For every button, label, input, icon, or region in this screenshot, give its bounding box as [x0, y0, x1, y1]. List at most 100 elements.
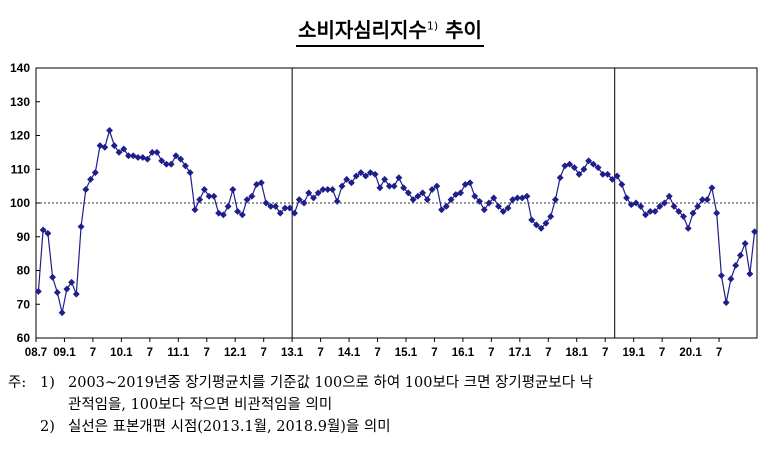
x-tick-label: 13.1: [281, 347, 304, 359]
data-point: [58, 309, 66, 317]
data-point: [248, 192, 256, 200]
notes-prefix: 주:: [8, 375, 27, 391]
x-tick-label: 7: [716, 347, 722, 359]
data-point: [466, 179, 474, 187]
y-tick-label: 110: [11, 162, 31, 176]
data-point: [547, 212, 555, 221]
data-point: [447, 196, 455, 204]
x-tick-label: 14.1: [338, 347, 361, 359]
data-point: [675, 207, 683, 215]
data-point: [689, 209, 697, 217]
data-point: [124, 152, 133, 160]
data-point: [433, 182, 441, 190]
y-tick-label: 100: [10, 196, 30, 210]
data-point: [485, 199, 493, 207]
data-point: [215, 209, 223, 217]
data-point: [456, 189, 465, 197]
y-tick-label: 60: [17, 331, 31, 345]
data-point: [290, 209, 299, 217]
data-point: [741, 239, 749, 248]
data-point: [385, 182, 393, 190]
data-point: [736, 251, 744, 259]
data-point: [134, 153, 142, 161]
data-point: [589, 160, 597, 168]
data-point: [660, 199, 669, 207]
data-point: [82, 185, 90, 194]
data-point: [177, 155, 185, 163]
title-footnote-mark: 1): [426, 19, 439, 33]
data-point: [172, 152, 180, 160]
data-point: [186, 169, 194, 177]
data-point: [542, 219, 550, 227]
data-point: [504, 204, 512, 212]
data-point: [613, 172, 621, 180]
data-point: [34, 287, 42, 295]
footnote-number: 2): [40, 419, 55, 435]
data-point: [238, 211, 246, 219]
x-tick-label: 12.1: [224, 347, 247, 359]
footnote-text: 2003~2019년중 장기평균치를 기준값 100으로 하여 100보다 크면…: [68, 375, 594, 391]
data-point: [551, 196, 559, 204]
x-tick-label: 17.1: [509, 347, 532, 359]
data-point: [381, 175, 389, 183]
data-point: [537, 224, 545, 232]
line-chart: 60 70 80 90 100 110 120 130 140 08.7 09.1 7 10.1 7 11…: [10, 61, 759, 359]
footnote-2: 2) 실선은 표본개편 시점(2013.1월, 2018.9월)을 의미: [8, 416, 778, 438]
data-point: [148, 148, 156, 156]
data-point: [376, 184, 384, 192]
data-point: [286, 204, 294, 212]
footnote-number: 1): [40, 375, 55, 391]
data-point: [44, 229, 52, 237]
data-point: [357, 169, 365, 177]
data-point: [632, 199, 640, 207]
data-point: [727, 275, 735, 283]
data-point: [281, 204, 289, 212]
data-point: [224, 202, 232, 210]
data-point: [115, 148, 123, 156]
data-point: [267, 202, 275, 210]
data-point: [328, 185, 337, 194]
title-suffix: 추이: [445, 18, 482, 42]
x-tick-label: 7: [204, 347, 210, 359]
data-point: [390, 182, 398, 190]
data-point: [63, 285, 71, 293]
data-point: [409, 196, 417, 204]
data-point: [575, 170, 583, 178]
data-point: [623, 194, 631, 202]
data-point: [480, 206, 488, 214]
data-point: [181, 162, 189, 170]
data-point: [262, 199, 270, 207]
data-point: [143, 155, 152, 163]
data-point: [276, 209, 284, 217]
data-point: [698, 196, 707, 204]
chart-title: 소비자심리지수1) 추이: [0, 14, 780, 47]
data-point: [419, 189, 427, 197]
footnote-1: 주: 1) 2003~2019년중 장기평균치를 기준값 100으로 하여 10…: [8, 372, 778, 394]
data-point: [91, 169, 99, 177]
data-point: [494, 202, 503, 210]
data-point: [471, 192, 479, 200]
data-point: [295, 196, 303, 204]
data-point: [234, 207, 242, 215]
data-point: [580, 165, 588, 173]
x-tick-label: 11.1: [167, 347, 189, 359]
data-point: [101, 143, 109, 151]
x-tick-label: 7: [260, 347, 266, 359]
data-point: [243, 196, 251, 204]
data-point: [120, 145, 128, 153]
data-point: [191, 206, 199, 214]
data-point: [96, 142, 104, 150]
data-point: [570, 164, 578, 172]
data-point: [205, 192, 213, 200]
data-point: [49, 273, 57, 281]
data-point: [162, 160, 170, 168]
data-point: [703, 196, 711, 204]
data-point: [513, 194, 522, 202]
data-point: [556, 174, 564, 182]
data-point: [751, 228, 759, 236]
data-point: [722, 299, 730, 307]
y-tick-label: 90: [17, 230, 31, 244]
data-point: [651, 207, 659, 215]
data-point: [72, 290, 80, 298]
y-tick-label: 70: [17, 297, 31, 311]
